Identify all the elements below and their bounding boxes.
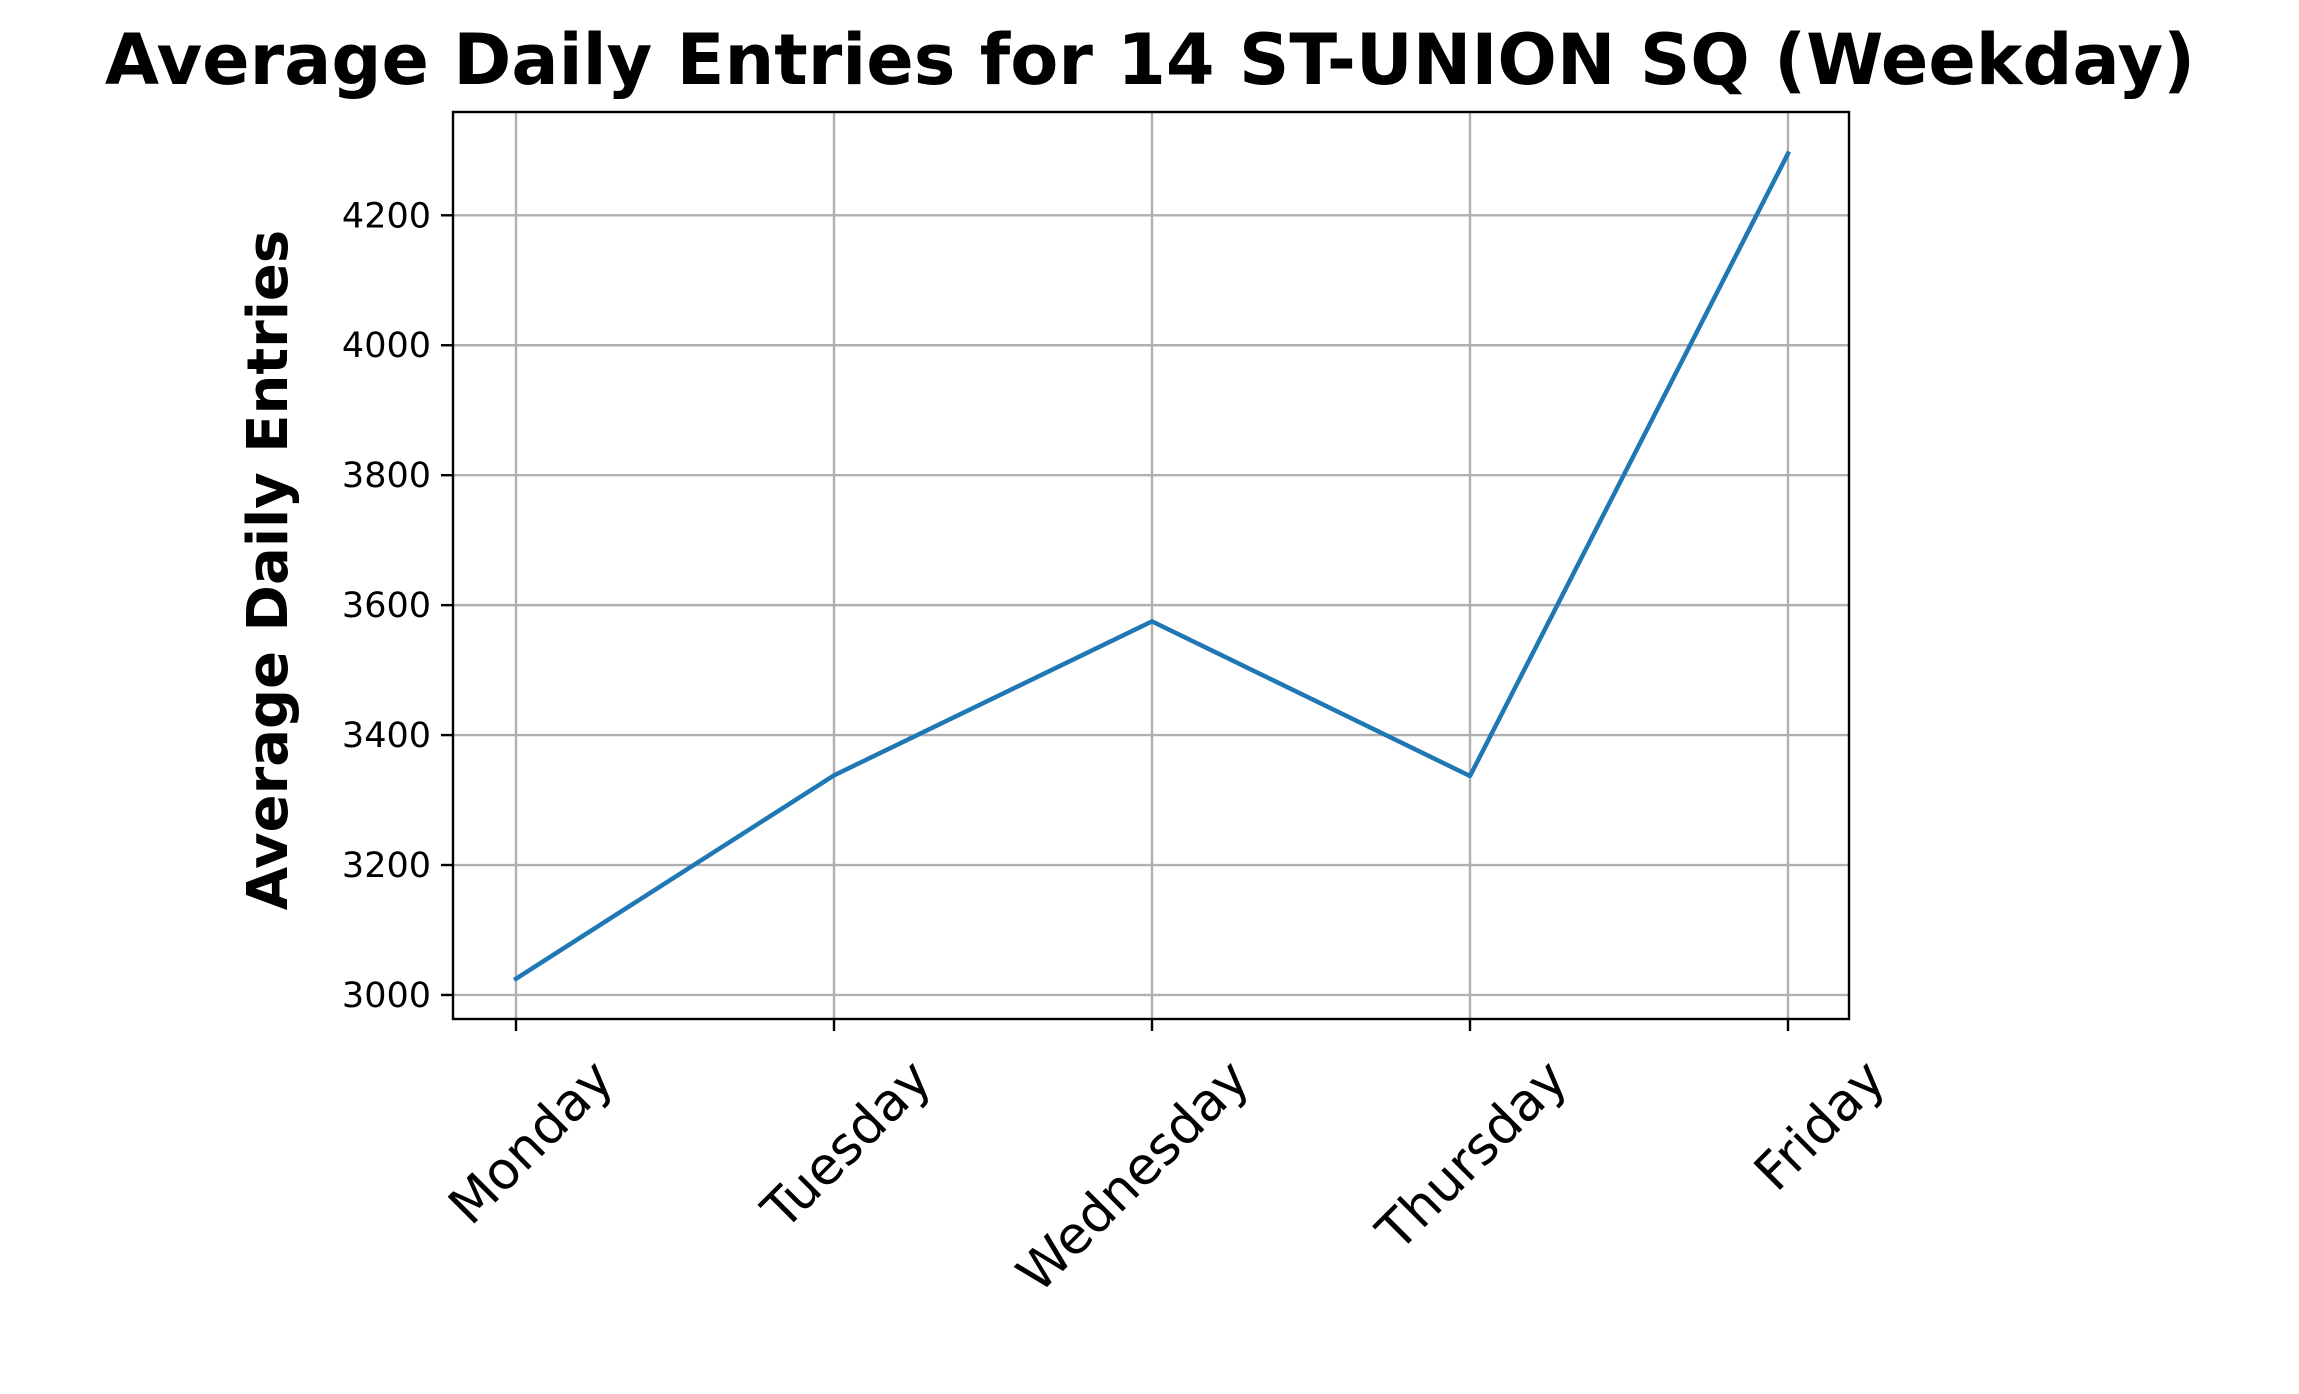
y-gridlines — [453, 214, 1849, 997]
data-point — [1149, 618, 1155, 624]
data-point — [1467, 773, 1473, 779]
y-tick-label: 3800 — [342, 456, 431, 496]
series-layer — [512, 150, 1792, 982]
x-tick-label: Wednesday — [1006, 1049, 1261, 1304]
x-tick-label: Friday — [1743, 1049, 1897, 1203]
y-axis: 3000 3200 3400 3600 3800 4000 4200 — [342, 196, 453, 1016]
series-line — [512, 150, 1792, 982]
x-gridlines — [514, 112, 1790, 1019]
x-tick-label: Tuesday — [750, 1049, 943, 1242]
data-point — [513, 976, 519, 982]
y-tick-label: 3400 — [342, 716, 431, 756]
y-tick-label: 4000 — [342, 326, 431, 366]
x-axis: Monday Tuesday Wednesday Thursday Friday — [438, 1019, 1897, 1304]
data-point — [831, 772, 837, 778]
chart-title: Average Daily Entries for 14 ST-UNION SQ… — [105, 19, 2195, 101]
y-tick-label: 3000 — [342, 976, 431, 1016]
x-tick-label: Thursday — [1365, 1049, 1579, 1263]
y-axis-title: Average Daily Entries — [236, 230, 301, 910]
y-tick-label: 4200 — [342, 196, 431, 236]
plot-area — [451, 110, 1851, 1021]
y-tick-label: 3600 — [342, 586, 431, 626]
x-tick-label: Monday — [438, 1049, 626, 1237]
y-tick-label: 3200 — [342, 846, 431, 886]
data-point — [1785, 151, 1791, 157]
